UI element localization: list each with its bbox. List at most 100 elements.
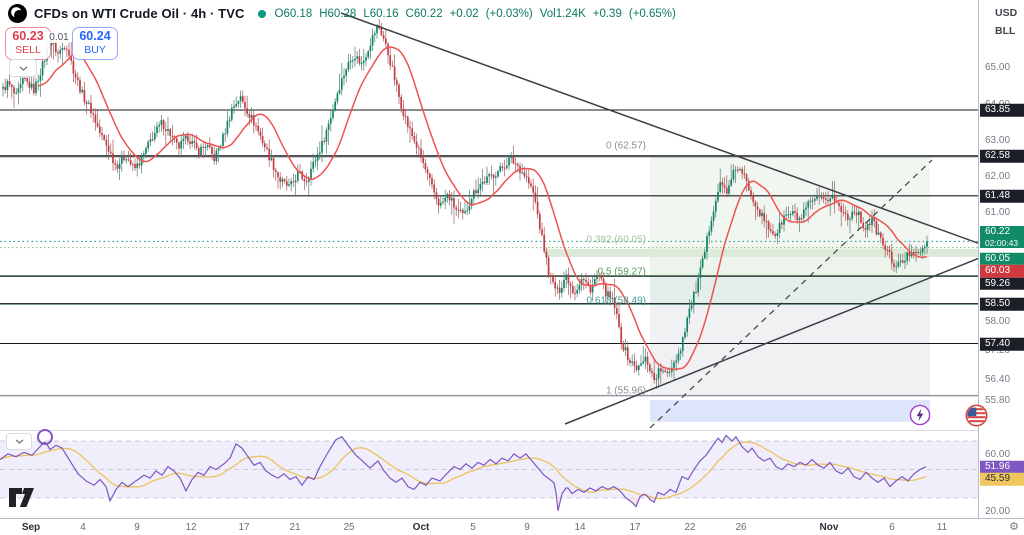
change-percent: (+0.03%) bbox=[485, 7, 533, 20]
fib-level-label: 1 (55.96) bbox=[605, 385, 646, 397]
instrument-logo-icon bbox=[8, 4, 27, 23]
close-value: 60.22 bbox=[413, 7, 443, 20]
collapse-trade-panel-button[interactable] bbox=[9, 59, 37, 77]
fib-level-label: 0 (62.57) bbox=[605, 140, 646, 152]
volume-label: Vol bbox=[539, 7, 556, 20]
trendline-channel-dashed[interactable] bbox=[649, 159, 933, 429]
market-status-dot[interactable] bbox=[258, 9, 267, 18]
time-axis-label: 5 bbox=[470, 522, 476, 533]
rsi-line[interactable] bbox=[0, 434, 927, 511]
rsi-ma-line[interactable] bbox=[0, 441, 927, 500]
price-badge: 45.59 bbox=[980, 472, 1024, 486]
badge-price: 63.85 bbox=[985, 103, 1011, 115]
rsi-indicator-pane[interactable] bbox=[0, 434, 978, 511]
open-value: 60.18 bbox=[283, 7, 313, 20]
price-axis-label: 58.00 bbox=[985, 316, 1011, 327]
low-label: L bbox=[363, 7, 370, 20]
time-scale[interactable]: ⚙ Sep 4 9 12 17 21 25 Oct 5 9 14 17 22 26 Nov 6 11 bbox=[0, 518, 1024, 535]
time-axis-label: 4 bbox=[80, 522, 86, 533]
symbol-title[interactable]: CFDs on WTI Crude Oil · 4h · TVC bbox=[34, 6, 245, 21]
buy-button[interactable]: 60.24 BUY bbox=[72, 27, 118, 60]
badge-price: 60.22 bbox=[985, 226, 1011, 237]
badge-price: 58.50 bbox=[985, 297, 1011, 309]
price-scale[interactable]: USD BLL 65.0064.0063.0062.0061.0058.0057… bbox=[978, 0, 1024, 535]
candlestick-series bbox=[2, 19, 928, 389]
time-axis-label: 17 bbox=[629, 522, 641, 533]
volume-change-percent: (+0.65%) bbox=[628, 7, 676, 20]
sell-price: 60.23 bbox=[12, 29, 44, 43]
price-pane[interactable] bbox=[0, 12, 997, 429]
chevron-down-icon bbox=[19, 65, 27, 71]
buy-label: BUY bbox=[84, 44, 106, 56]
chevron-down-icon bbox=[15, 439, 23, 444]
time-axis-label: Nov bbox=[819, 522, 839, 533]
price-badge: 61.48 bbox=[980, 189, 1024, 203]
price-highlight-band bbox=[545, 249, 978, 257]
time-axis-label: Oct bbox=[412, 522, 430, 533]
time-axis-label: 6 bbox=[889, 522, 895, 533]
badge-price: 51.96 bbox=[985, 460, 1011, 472]
time-axis-label: 14 bbox=[574, 522, 586, 533]
price-axis-label: 60.00 bbox=[985, 449, 1011, 460]
price-badge: 59.26 bbox=[980, 277, 1024, 290]
time-axis-label: 25 bbox=[343, 522, 355, 533]
badge-price: 60.03 bbox=[985, 264, 1011, 276]
price-axis-label: 63.00 bbox=[985, 135, 1011, 146]
price-badge: 62.58 bbox=[980, 149, 1024, 163]
sell-label: SELL bbox=[15, 44, 41, 56]
bar-countdown: 02:00:43 bbox=[985, 237, 1019, 248]
badge-price: 62.58 bbox=[985, 149, 1011, 161]
badge-price: 57.40 bbox=[985, 337, 1011, 349]
close-label: C bbox=[405, 7, 414, 20]
time-axis-label: 9 bbox=[134, 522, 140, 533]
price-axis-label: 20.00 bbox=[985, 506, 1011, 517]
ohlc-values: O 60.18 H 60.28 L 60.16 C 60.22 +0.02 (+0.03… bbox=[274, 8, 675, 20]
price-axis-label: 65.00 bbox=[985, 62, 1011, 73]
price-badge: 63.85 bbox=[980, 103, 1024, 117]
tradingview-watermark-logo bbox=[8, 487, 35, 513]
spread-value: 0.01 bbox=[47, 32, 71, 43]
badge-price: 61.48 bbox=[985, 189, 1011, 201]
high-label: H bbox=[319, 7, 328, 20]
collapse-indicator-button[interactable] bbox=[6, 433, 32, 450]
trendline-descending-resistance[interactable] bbox=[340, 12, 997, 250]
demand-zone-rectangle[interactable] bbox=[650, 400, 930, 422]
trendline-ascending-support[interactable] bbox=[564, 251, 997, 425]
unit-label: BLL bbox=[995, 25, 1016, 37]
change-value: +0.02 bbox=[449, 7, 479, 20]
volume-change: +0.39 bbox=[592, 7, 622, 20]
fib-level-label: 0.382 (60.05) bbox=[586, 234, 647, 246]
sell-button[interactable]: 60.23 SELL bbox=[5, 27, 51, 60]
price-badge: 51.96 bbox=[980, 460, 1024, 474]
price-axis-label: 57.20 bbox=[985, 345, 1011, 356]
badge-price: 60.05 bbox=[985, 252, 1011, 264]
open-label: O bbox=[274, 7, 284, 20]
time-axis-label: 22 bbox=[684, 522, 696, 533]
badge-price: 59.26 bbox=[985, 277, 1011, 289]
price-axis-label: 61.00 bbox=[985, 207, 1011, 218]
time-axis-label: 21 bbox=[289, 522, 301, 533]
volume-value: 1.24K bbox=[555, 7, 586, 20]
fib-level-label: 0.5 (59.27) bbox=[597, 266, 646, 278]
price-badge: 58.50 bbox=[980, 297, 1024, 311]
price-badge: 57.40 bbox=[980, 337, 1024, 351]
price-axis-label: 62.00 bbox=[985, 171, 1011, 182]
indicator-marker-icon bbox=[37, 429, 53, 445]
price-axis-label: 56.40 bbox=[985, 374, 1011, 385]
lightning-icon[interactable] bbox=[909, 404, 931, 431]
timezone-settings-icon[interactable]: ⚙ bbox=[1009, 521, 1019, 533]
time-axis-label: 17 bbox=[238, 522, 250, 533]
us-flag-icon bbox=[965, 404, 988, 432]
price-axis-label: 55.80 bbox=[985, 395, 1011, 406]
time-axis-label: Sep bbox=[21, 522, 41, 533]
fib-level-label: 0.618 (58.49) bbox=[586, 295, 647, 307]
time-axis-label: 9 bbox=[524, 522, 530, 533]
currency-label: USD bbox=[995, 7, 1018, 19]
buy-price: 60.24 bbox=[79, 29, 111, 43]
high-value: 60.28 bbox=[327, 7, 357, 20]
moving-average-line[interactable] bbox=[38, 46, 928, 371]
time-axis-label: 11 bbox=[936, 522, 948, 533]
price-badge: 60.22 02:00:43 bbox=[980, 226, 1024, 248]
